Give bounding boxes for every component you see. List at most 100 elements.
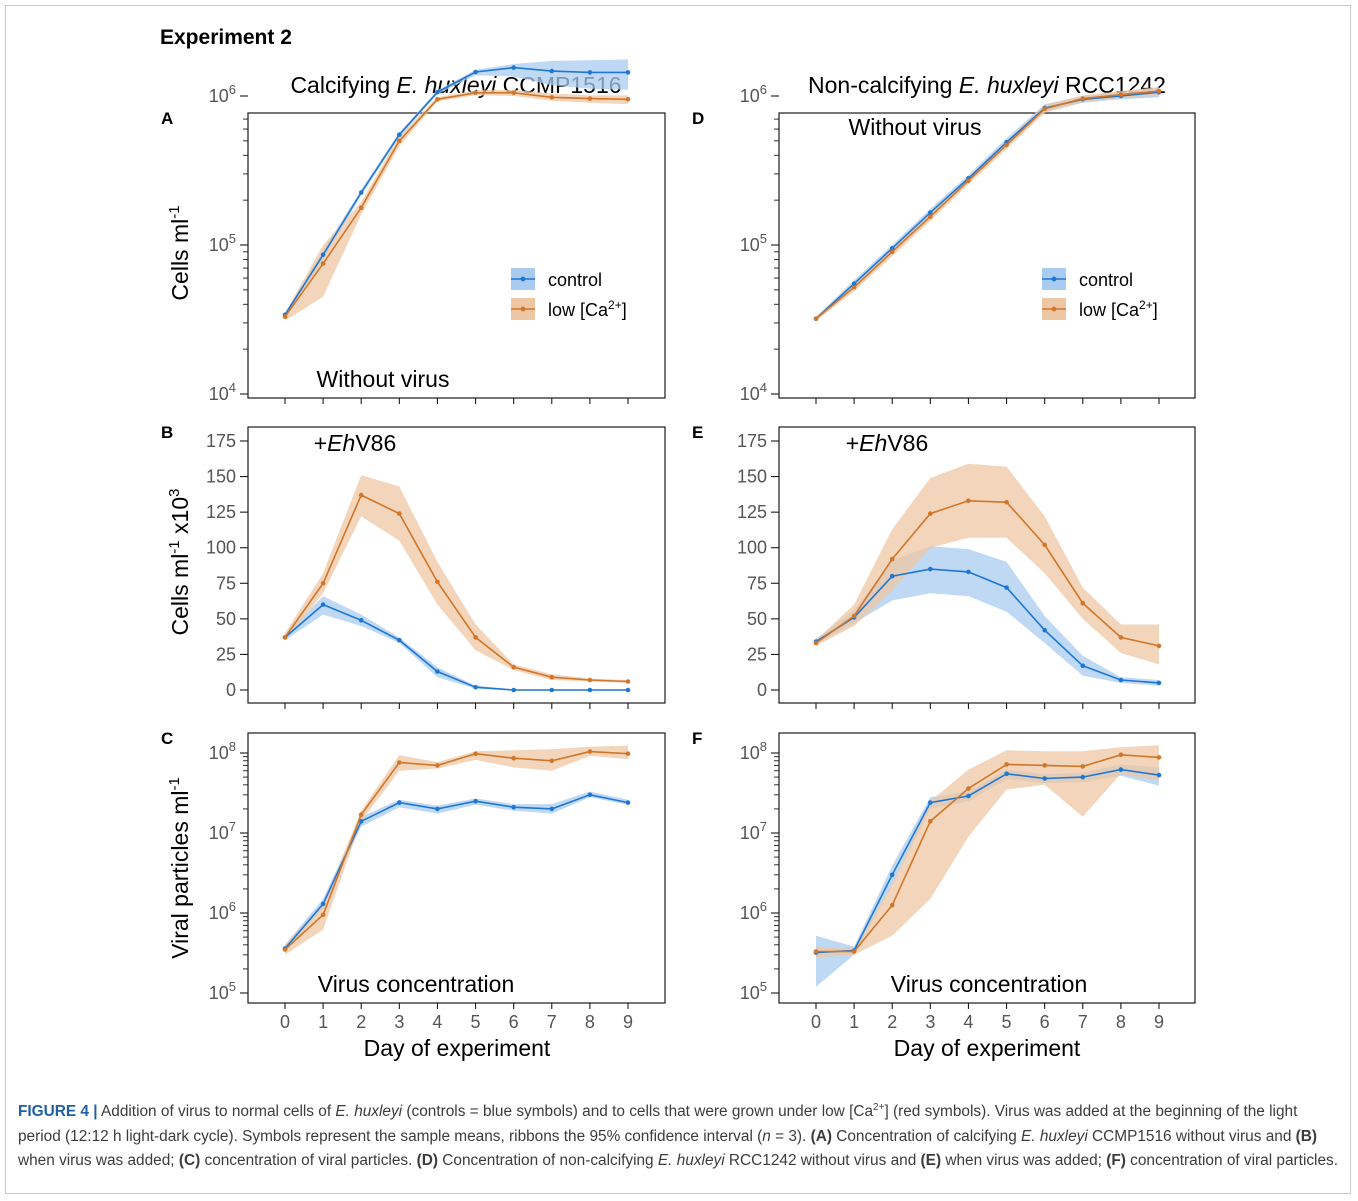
ribbon-low-ca xyxy=(285,745,628,955)
ribbon-control xyxy=(285,596,628,690)
plot-frame xyxy=(247,426,666,704)
data-point-low-ca xyxy=(1080,600,1086,606)
data-point-control xyxy=(625,687,631,693)
y-tick-label: 0 xyxy=(757,680,767,700)
y-tick-label: 106 xyxy=(209,899,236,923)
plot-frame xyxy=(778,732,1196,1004)
data-point-low-ca xyxy=(966,498,971,504)
legend-label-low: low [Ca2+] xyxy=(1079,298,1158,320)
series-line-low-ca xyxy=(284,750,629,951)
data-point-control xyxy=(397,637,402,643)
data-point-low-ca xyxy=(511,755,516,761)
data-point-control xyxy=(889,573,895,579)
y-tick-label: 107 xyxy=(209,819,236,843)
x-tick-label: 4 xyxy=(432,1012,442,1032)
data-point-low-ca xyxy=(1042,106,1047,112)
panel-letter: A xyxy=(161,109,173,128)
y-tick-label: 105 xyxy=(740,231,767,255)
data-point-control xyxy=(511,65,516,70)
data-point-control xyxy=(966,793,971,799)
data-point-control xyxy=(435,669,440,674)
x-tick-label: 0 xyxy=(811,1012,821,1032)
x-tick-label: 6 xyxy=(1040,1012,1050,1032)
data-point-low-ca xyxy=(587,749,593,754)
x-tick-label: 4 xyxy=(963,1012,973,1032)
panel-letter: E xyxy=(692,423,703,442)
x-tick-label: 2 xyxy=(887,1012,897,1032)
series-line-control xyxy=(815,768,1160,954)
data-point-low-ca xyxy=(1080,764,1086,769)
y-tick-label: 100 xyxy=(737,538,767,558)
y-tick-label: 108 xyxy=(740,739,767,763)
legend-label-low: low [Ca2+] xyxy=(548,298,627,320)
y-tick-label: 175 xyxy=(206,431,236,451)
data-point-control xyxy=(889,872,895,878)
x-tick-label: 7 xyxy=(1078,1012,1088,1032)
panel-A: A 104 105 106 xyxy=(161,59,666,404)
data-point-low-ca xyxy=(435,763,440,768)
annotation-ehv86-E: +EhV86 xyxy=(846,430,929,456)
y-tick-label: 175 xyxy=(737,431,767,451)
caption-label: FIGURE 4 | xyxy=(18,1103,98,1121)
ribbon-control xyxy=(285,59,628,317)
data-point-low-ca xyxy=(435,97,440,102)
data-point-low-ca xyxy=(1004,499,1009,505)
y-tick-label: 105 xyxy=(209,231,236,255)
data-point-control xyxy=(1004,585,1009,590)
y-tick-label: 75 xyxy=(216,573,236,593)
data-point-control xyxy=(320,901,326,907)
x-tick-label: 3 xyxy=(925,1012,935,1032)
data-point-low-ca xyxy=(966,786,971,791)
plot-frame xyxy=(247,112,666,399)
ylabel-viral: Viral particles ml-1 xyxy=(166,777,193,959)
data-point-low-ca xyxy=(397,760,402,765)
data-point-control xyxy=(473,684,478,690)
panel-B: B 0 25 50 75 100 125 150 175 xyxy=(161,423,666,709)
data-point-low-ca xyxy=(1156,643,1162,649)
xlabel-left: Day of experiment xyxy=(364,1035,551,1061)
ylabel-cells-x1000: Cells ml-1 x103 xyxy=(166,489,193,636)
data-point-low-ca xyxy=(282,635,288,640)
series-line-control xyxy=(815,91,1160,320)
y-tick-label: 104 xyxy=(209,380,236,404)
data-point-control xyxy=(397,132,402,137)
data-point-low-ca xyxy=(851,285,857,290)
data-point-control xyxy=(473,69,478,75)
data-point-low-ca xyxy=(1080,96,1086,101)
data-point-control xyxy=(1118,767,1124,772)
data-point-control xyxy=(473,798,478,804)
data-point-control xyxy=(587,792,593,798)
data-point-control xyxy=(889,246,895,251)
data-point-low-ca xyxy=(549,95,555,100)
x-tick-label: 8 xyxy=(585,1012,595,1032)
data-point-low-ca xyxy=(813,640,819,646)
y-tick-label: 50 xyxy=(747,609,767,629)
series-line-low-ca xyxy=(816,753,1160,953)
data-point-low-ca xyxy=(435,579,440,585)
y-tick-label: 0 xyxy=(226,680,236,700)
data-point-low-ca xyxy=(549,758,555,764)
legend-A: control low [Ca2+] xyxy=(511,268,627,320)
data-point-low-ca xyxy=(473,751,478,756)
data-point-low-ca xyxy=(625,679,631,684)
panel-letter: B xyxy=(161,423,173,442)
data-point-low-ca xyxy=(1118,92,1124,97)
data-point-low-ca xyxy=(397,138,402,144)
figure-frame xyxy=(5,5,1351,1194)
data-point-control xyxy=(358,618,364,623)
panel-letter: D xyxy=(692,109,704,128)
data-point-low-ca xyxy=(320,912,326,918)
y-tick-label: 105 xyxy=(740,979,767,1003)
x-tick-label: 1 xyxy=(318,1012,328,1032)
xlabel-right: Day of experiment xyxy=(894,1035,1081,1061)
y-tick-label: 75 xyxy=(747,573,767,593)
data-point-low-ca xyxy=(625,97,631,102)
data-point-control xyxy=(1042,627,1047,633)
ribbon-low-ca xyxy=(285,89,628,321)
data-point-low-ca xyxy=(282,314,288,320)
data-point-control xyxy=(1118,677,1124,683)
y-tick-label: 150 xyxy=(737,467,767,487)
legend-D: control low [Ca2+] xyxy=(1042,268,1158,320)
data-point-low-ca xyxy=(851,949,857,954)
legend-point-control xyxy=(520,276,526,282)
